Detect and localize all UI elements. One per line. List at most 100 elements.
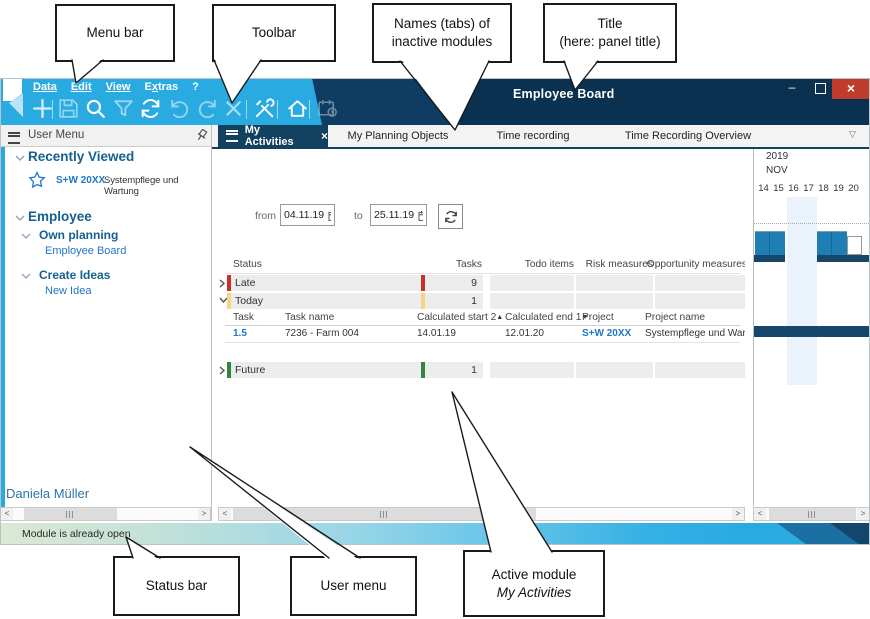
chevron-down-icon[interactable] bbox=[15, 215, 25, 222]
col-header-tasks[interactable]: Tasks bbox=[455, 259, 482, 270]
chevron-down-icon[interactable] bbox=[21, 233, 31, 240]
tab-menu-icon[interactable] bbox=[226, 130, 238, 142]
from-date-field[interactable] bbox=[280, 204, 335, 226]
user-menu-title: User Menu bbox=[28, 129, 85, 141]
scroll-right-icon[interactable]: > bbox=[857, 508, 869, 520]
table-row-future[interactable]: Future 1 bbox=[218, 362, 745, 378]
callout-user-menu: User menu bbox=[290, 556, 417, 616]
subcol-calculated-start[interactable]: Calculated start 2▲ bbox=[417, 312, 504, 323]
sidebar-heading-employee[interactable]: Employee bbox=[28, 209, 92, 224]
module-tab-bar: My Activities × My Planning Objects Time… bbox=[212, 124, 870, 149]
expand-icon[interactable] bbox=[219, 279, 226, 288]
pin-icon[interactable] bbox=[196, 129, 208, 143]
menu-item-edit[interactable]: Edit bbox=[70, 81, 92, 93]
callout-text: Status bar bbox=[145, 578, 208, 594]
timeline-month: NOV bbox=[766, 165, 788, 176]
tab-close-icon[interactable]: × bbox=[320, 129, 328, 143]
scroll-left-icon[interactable]: < bbox=[219, 508, 231, 520]
from-date-input[interactable] bbox=[284, 209, 326, 221]
scroll-left-icon[interactable]: < bbox=[754, 508, 766, 520]
calendar-icon[interactable] bbox=[418, 210, 423, 221]
panel-title: Employee Board bbox=[513, 87, 615, 101]
tab-overflow-dropdown-icon[interactable]: ▽ bbox=[849, 129, 856, 139]
task-name-value: 7236 - Farm 004 bbox=[285, 328, 359, 339]
callout-status-bar: Status bar bbox=[113, 556, 240, 616]
sidebar-link-employee-board[interactable]: Employee Board bbox=[45, 245, 127, 257]
undo-icon[interactable] bbox=[167, 96, 192, 121]
table-row-today[interactable]: Today 1 bbox=[218, 293, 745, 309]
subcol-task-name[interactable]: Task name bbox=[285, 312, 335, 323]
maximize-icon bbox=[814, 83, 826, 94]
table-row-late[interactable]: Late 9 bbox=[218, 275, 745, 291]
sidebar-heading-recently-viewed[interactable]: Recently Viewed bbox=[28, 149, 135, 164]
menu-item-view[interactable]: View bbox=[105, 81, 131, 93]
scrollbar-thumb[interactable] bbox=[24, 508, 117, 520]
favorite-star-icon[interactable] bbox=[28, 171, 46, 188]
save-icon[interactable] bbox=[56, 96, 81, 121]
timeline-day: 20 bbox=[848, 183, 859, 194]
refresh-icon[interactable] bbox=[138, 96, 163, 121]
subcol-calculated-end[interactable]: Calculated end 1▼ bbox=[505, 312, 589, 323]
timeline-day: 18 bbox=[818, 183, 829, 194]
col-header-status[interactable]: Status bbox=[233, 259, 262, 270]
scroll-right-icon[interactable]: > bbox=[198, 508, 210, 520]
main-hscrollbar[interactable]: < > bbox=[218, 507, 745, 521]
redo-icon[interactable] bbox=[195, 96, 220, 121]
add-icon[interactable] bbox=[30, 96, 55, 121]
subcol-project-name[interactable]: Project name bbox=[645, 312, 706, 323]
timeline-hscrollbar[interactable]: < > bbox=[753, 507, 870, 521]
app-logo-icon bbox=[3, 79, 23, 117]
scroll-right-icon[interactable]: > bbox=[732, 508, 744, 520]
callout-text: Toolbar bbox=[251, 25, 297, 41]
chevron-down-icon[interactable] bbox=[15, 155, 25, 162]
tab-time-recording[interactable]: Time recording bbox=[496, 130, 570, 142]
tab-my-planning-objects[interactable]: My Planning Objects bbox=[347, 130, 449, 142]
expand-icon[interactable] bbox=[219, 366, 226, 375]
scrollbar-thumb[interactable] bbox=[233, 508, 536, 520]
tab-my-activities[interactable]: My Activities × bbox=[218, 124, 328, 148]
close-button[interactable]: × bbox=[832, 78, 870, 99]
menu-item-extras[interactable]: Extras bbox=[144, 81, 179, 93]
col-header-todo-items[interactable]: Todo items bbox=[524, 259, 574, 270]
delete-icon[interactable] bbox=[221, 96, 246, 121]
scroll-left-icon[interactable]: < bbox=[1, 508, 13, 520]
user-menu-header[interactable]: User Menu bbox=[0, 125, 211, 147]
filter-icon[interactable] bbox=[111, 96, 136, 121]
project-code-link[interactable]: S+W 20XX bbox=[582, 328, 632, 339]
tab-time-recording-overview[interactable]: Time Recording Overview bbox=[624, 130, 752, 142]
status-cell: Late bbox=[227, 275, 421, 291]
subcol-task[interactable]: Task bbox=[233, 312, 254, 323]
minimize-button[interactable]: – bbox=[788, 80, 796, 94]
home-icon[interactable] bbox=[285, 96, 310, 121]
to-date-input[interactable] bbox=[374, 209, 416, 221]
planning-board-icon[interactable] bbox=[315, 96, 340, 121]
scrollbar-thumb[interactable] bbox=[769, 508, 856, 520]
my-activities-module: from to Status Tasks Todo items Risk mea… bbox=[218, 149, 745, 506]
menu-item-data[interactable]: Data bbox=[33, 81, 57, 93]
current-user-name[interactable]: Daniela Müller bbox=[6, 486, 90, 501]
recent-item-code[interactable]: S+W 20XX bbox=[56, 175, 106, 186]
menu-item-help[interactable]: ? bbox=[192, 81, 199, 93]
tools-icon[interactable] bbox=[252, 96, 277, 121]
tasks-count-cell: 1 bbox=[421, 293, 483, 309]
col-header-risk-measures[interactable]: Risk measures bbox=[585, 259, 653, 270]
sidebar-hscrollbar[interactable]: < > bbox=[0, 507, 211, 521]
task-id-link[interactable]: 1.5 bbox=[233, 328, 247, 339]
status-cell: Today bbox=[227, 293, 421, 309]
user-menu-icon[interactable] bbox=[8, 132, 20, 144]
thumb-grip bbox=[66, 510, 75, 518]
collapse-icon[interactable] bbox=[219, 297, 228, 304]
sidebar-group-own-planning[interactable]: Own planning bbox=[39, 228, 119, 242]
search-icon[interactable] bbox=[83, 96, 108, 121]
tasks-count-cell: 9 bbox=[421, 275, 483, 291]
sidebar-group-create-ideas[interactable]: Create Ideas bbox=[39, 268, 111, 282]
subcol-project[interactable]: Project bbox=[582, 312, 614, 323]
bar-divider bbox=[769, 232, 770, 256]
calendar-icon[interactable] bbox=[328, 210, 331, 221]
to-date-field[interactable] bbox=[370, 204, 427, 226]
chevron-down-icon[interactable] bbox=[21, 273, 31, 280]
col-header-opportunity-measures[interactable]: Opportunity measures bbox=[646, 259, 745, 270]
refresh-button[interactable] bbox=[438, 204, 463, 229]
maximize-button[interactable] bbox=[807, 80, 833, 97]
sidebar-link-new-idea[interactable]: New Idea bbox=[45, 285, 92, 297]
